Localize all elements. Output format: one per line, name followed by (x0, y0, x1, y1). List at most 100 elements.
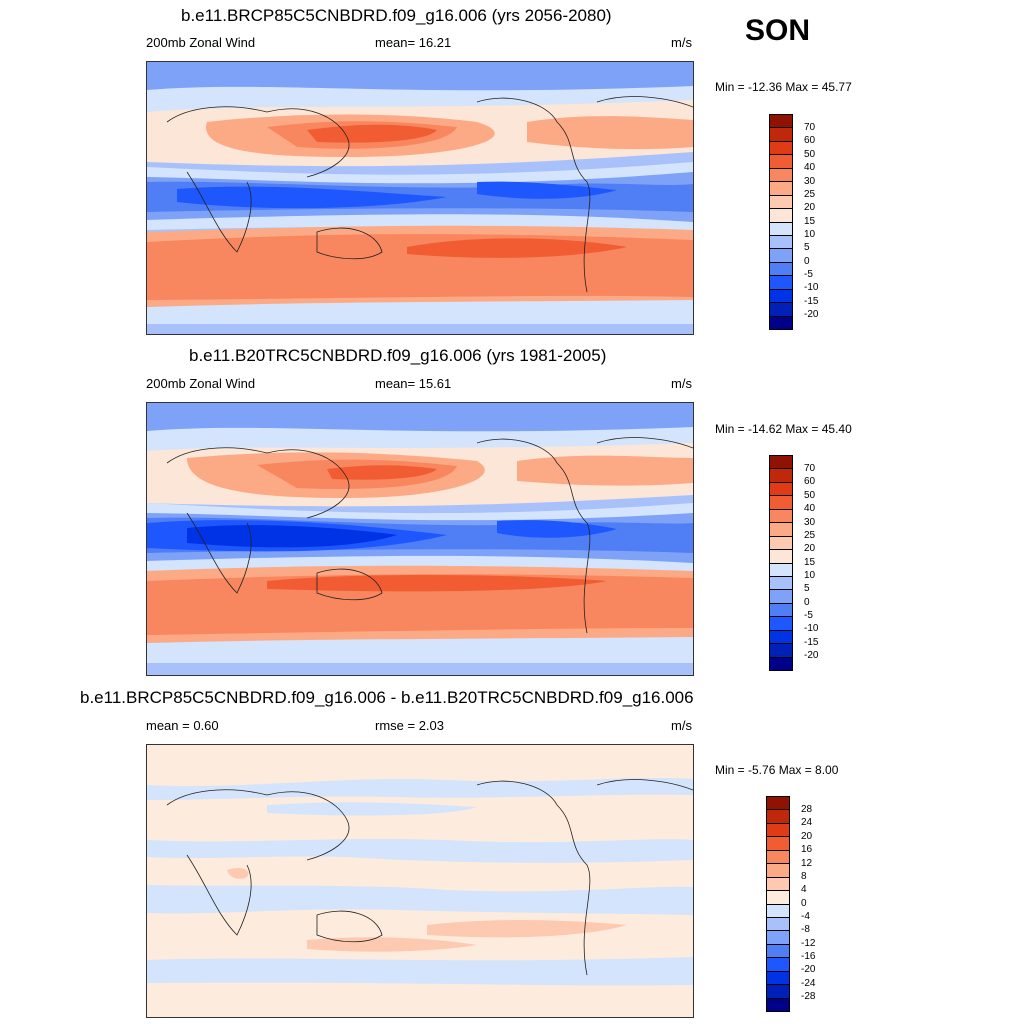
colorbar-swatch (767, 850, 789, 865)
colorbar-label: 20 (804, 543, 816, 554)
colorbar-swatch (770, 536, 792, 551)
colorbar-label: 70 (804, 463, 816, 474)
colorbar-swatch (770, 262, 792, 277)
colorbar-label: -16 (801, 951, 816, 962)
colorbar-label: -20 (804, 309, 819, 320)
colorbar-label: -24 (801, 978, 816, 989)
colorbar-label: -10 (804, 623, 819, 634)
colorbar-label: 4 (801, 884, 807, 895)
colorbar-swatch (767, 823, 789, 838)
colorbar-swatch (770, 509, 792, 524)
colorbar-swatch (770, 563, 792, 577)
panel-rmse-label-difference: rmse = 2.03 (375, 718, 445, 733)
colorbar-swatch (770, 209, 792, 223)
colorbar-label: -8 (801, 924, 810, 935)
colorbar-swatch (770, 657, 792, 670)
colorbar-label: 25 (804, 189, 816, 200)
colorbar-label: 60 (804, 135, 816, 146)
colorbar-swatch (770, 644, 792, 658)
colorbar-swatch (770, 550, 792, 564)
panel-mean-label-future: mean= 16.21 (375, 35, 452, 50)
colorbar-swatch (770, 289, 792, 304)
panel-title-future: b.e11.BRCP85C5CNBDRD.f09_g16.006 (yrs 20… (181, 6, 612, 25)
colorbar-label: 40 (804, 162, 816, 173)
colorbar-swatch (767, 917, 789, 932)
colorbar-swatch (770, 617, 792, 631)
colorbar-swatch (770, 303, 792, 317)
colorbar-swatch (770, 469, 792, 483)
panel-minmax-difference: Min = -5.76 Max = 8.00 (715, 763, 839, 777)
colorbar-historical (769, 455, 793, 671)
colorbar-label: 28 (801, 804, 813, 815)
colorbar-label: 15 (804, 216, 816, 227)
season-label: SON (745, 14, 811, 47)
colorbar-label: -4 (801, 911, 810, 922)
colorbar-label: 25 (804, 530, 816, 541)
colorbar-label: -10 (804, 282, 819, 293)
colorbar-label: 0 (804, 597, 810, 608)
colorbar-swatch (770, 630, 792, 645)
colorbar-swatch (770, 482, 792, 497)
panel-title-difference: b.e11.BRCP85C5CNBDRD.f09_g16.006 - b.e11… (80, 688, 694, 707)
colorbar-label: -28 (801, 991, 816, 1002)
panel-mean-label-historical: mean= 15.61 (375, 376, 452, 391)
colorbar-label: 40 (804, 503, 816, 514)
colorbar-label: -5 (804, 269, 813, 280)
map-panel-historical (146, 402, 694, 676)
colorbar-label: 20 (804, 202, 816, 213)
colorbar-swatch (767, 971, 789, 986)
colorbar-swatch (770, 249, 792, 263)
panel-minmax-future: Min = -12.36 Max = 45.77 (715, 80, 852, 94)
colorbar-swatch (770, 456, 792, 470)
colorbar-swatch (770, 222, 792, 236)
colorbar-swatch (770, 523, 792, 537)
panel-variable-label-future: 200mb Zonal Wind (146, 35, 256, 50)
colorbar-swatch (770, 128, 792, 142)
panel-mean-label-difference: mean = 0.60 (146, 718, 219, 733)
colorbar-swatch (767, 810, 789, 824)
colorbar-label: 60 (804, 476, 816, 487)
colorbar-swatch (770, 168, 792, 183)
colorbar-swatch (767, 998, 789, 1011)
colorbar-swatch (770, 603, 792, 618)
panel-variable-label-historical: 200mb Zonal Wind (146, 376, 256, 391)
colorbar-label: -5 (804, 610, 813, 621)
colorbar-label: 20 (801, 831, 813, 842)
colorbar-label: 70 (804, 122, 816, 133)
colorbar-label: -20 (801, 964, 816, 975)
colorbar-label: 24 (801, 817, 813, 828)
panel-title-historical: b.e11.B20TRC5CNBDRD.f09_g16.006 (yrs 198… (189, 346, 607, 365)
colorbar-swatch (767, 864, 789, 878)
colorbar-label: 50 (804, 490, 816, 501)
colorbar-future (769, 114, 793, 330)
colorbar-label: 0 (804, 256, 810, 267)
colorbar-swatch (770, 576, 792, 591)
colorbar-swatch (767, 837, 789, 851)
colorbar-label: 8 (801, 871, 807, 882)
colorbar-swatch (767, 985, 789, 999)
map-panel-difference (146, 744, 694, 1018)
colorbar-swatch (770, 316, 792, 329)
colorbar-swatch (770, 235, 792, 250)
colorbar-swatch (770, 141, 792, 156)
panel-minmax-historical: Min = -14.62 Max = 45.40 (715, 422, 852, 436)
colorbar-swatch (767, 797, 789, 811)
colorbar-label: 5 (804, 242, 810, 253)
colorbar-difference (766, 796, 790, 1012)
colorbar-label: 5 (804, 583, 810, 594)
colorbar-swatch (767, 944, 789, 959)
colorbar-swatch (767, 931, 789, 945)
colorbar-label: -12 (801, 938, 816, 949)
colorbar-label: 10 (804, 570, 816, 581)
colorbar-label: 0 (801, 898, 807, 909)
colorbar-label: 15 (804, 557, 816, 568)
colorbar-label: 12 (801, 858, 813, 869)
colorbar-label: 30 (804, 176, 816, 187)
colorbar-swatch (770, 590, 792, 604)
colorbar-label: 16 (801, 844, 813, 855)
colorbar-label: -15 (804, 637, 819, 648)
colorbar-label: 30 (804, 517, 816, 528)
panel-units-label-historical: m/s (671, 376, 692, 391)
colorbar-swatch (767, 904, 789, 918)
colorbar-label: -15 (804, 296, 819, 307)
